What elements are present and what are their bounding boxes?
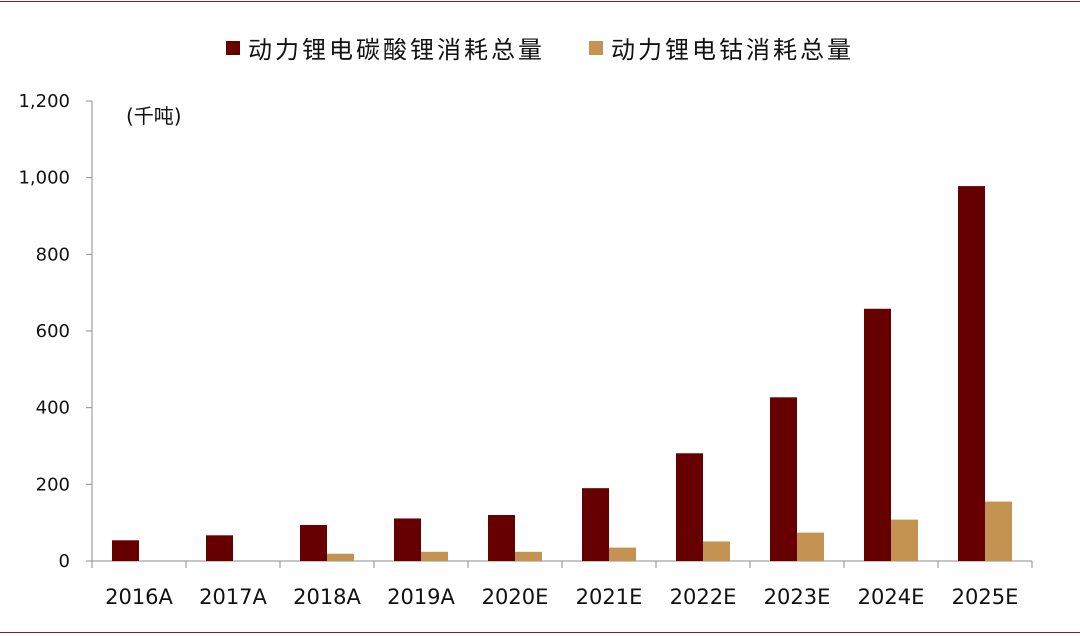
y-tick-label: 600 <box>36 321 70 342</box>
x-category-label: 2017A <box>199 585 267 609</box>
x-category-label: 2024E <box>858 585 925 609</box>
x-category-label: 2020E <box>482 585 549 609</box>
legend-swatch-cobalt <box>589 40 603 55</box>
legend-swatch-lithium-carbonate <box>226 40 240 55</box>
legend-item-lithium-carbonate: 动力锂电碳酸锂消耗总量 <box>226 30 545 65</box>
bar-cobalt <box>609 547 636 561</box>
y-tick-label: 200 <box>36 474 70 495</box>
legend-item-cobalt: 动力锂电钴消耗总量 <box>589 30 854 65</box>
bar-cobalt <box>703 541 730 561</box>
x-category-label: 2018A <box>293 585 361 609</box>
bars <box>112 186 1012 561</box>
legend-label-cobalt: 动力锂电钴消耗总量 <box>611 36 854 64</box>
x-category-label: 2016A <box>105 585 173 609</box>
bar-lithium-carbonate <box>112 540 139 561</box>
y-tick-label: 1,200 <box>18 91 70 112</box>
y-tick-label: 400 <box>36 398 70 419</box>
bar-lithium-carbonate <box>770 397 797 561</box>
bar-cobalt <box>985 501 1012 561</box>
bar-lithium-carbonate <box>864 308 891 561</box>
x-category-label: 2025E <box>952 585 1019 609</box>
y-tick-label: 800 <box>36 244 70 265</box>
y-tick-label: 1,000 <box>18 168 70 189</box>
labels: 0 200 400 600 800 1,000 1,200 2016A 2017A 2018A 20… <box>18 91 1018 609</box>
bar-cobalt <box>421 551 448 561</box>
x-category-label: 2021E <box>576 585 643 609</box>
x-category-label: 2019A <box>387 585 455 609</box>
y-tick-label: 0 <box>59 551 70 572</box>
bar-cobalt <box>327 553 354 561</box>
bar-cobalt <box>515 551 542 561</box>
legend: 动力锂电碳酸锂消耗总量 动力锂电钴消耗总量 <box>0 30 1080 65</box>
bar-cobalt <box>797 532 824 561</box>
top-border <box>0 1 1080 2</box>
bar-lithium-carbonate <box>300 524 327 561</box>
x-category-label: 2022E <box>670 585 737 609</box>
bar-lithium-carbonate <box>582 488 609 561</box>
y-unit-label: (千吨) <box>126 104 182 128</box>
x-category-label: 2023E <box>764 585 831 609</box>
bar-lithium-carbonate <box>676 453 703 561</box>
bar-lithium-carbonate <box>958 186 985 561</box>
bar-cobalt <box>891 519 918 561</box>
legend-label-lithium-carbonate: 动力锂电碳酸锂消耗总量 <box>248 36 545 64</box>
bar-lithium-carbonate <box>206 535 233 561</box>
bar-lithium-carbonate <box>394 518 421 561</box>
bottom-border <box>0 632 1080 633</box>
bar-lithium-carbonate <box>488 515 515 561</box>
